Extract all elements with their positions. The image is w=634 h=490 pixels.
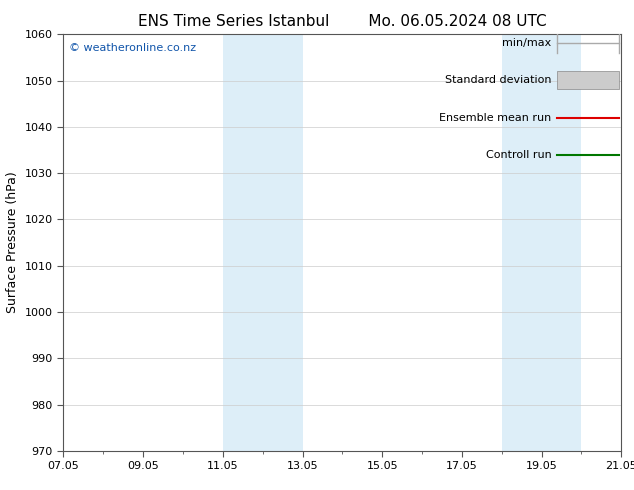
Text: © weatheronline.co.nz: © weatheronline.co.nz	[69, 43, 196, 52]
Text: Controll run: Controll run	[486, 150, 552, 160]
Text: Ensemble mean run: Ensemble mean run	[439, 113, 552, 122]
Text: min/max: min/max	[502, 38, 552, 48]
Bar	[223, 34, 302, 451]
Title: ENS Time Series Istanbul        Mo. 06.05.2024 08 UTC: ENS Time Series Istanbul Mo. 06.05.2024 …	[138, 14, 547, 29]
Y-axis label: Surface Pressure (hPa): Surface Pressure (hPa)	[6, 172, 19, 314]
Text: Standard deviation: Standard deviation	[445, 75, 552, 85]
Bar	[557, 71, 619, 90]
Bar	[501, 34, 581, 451]
